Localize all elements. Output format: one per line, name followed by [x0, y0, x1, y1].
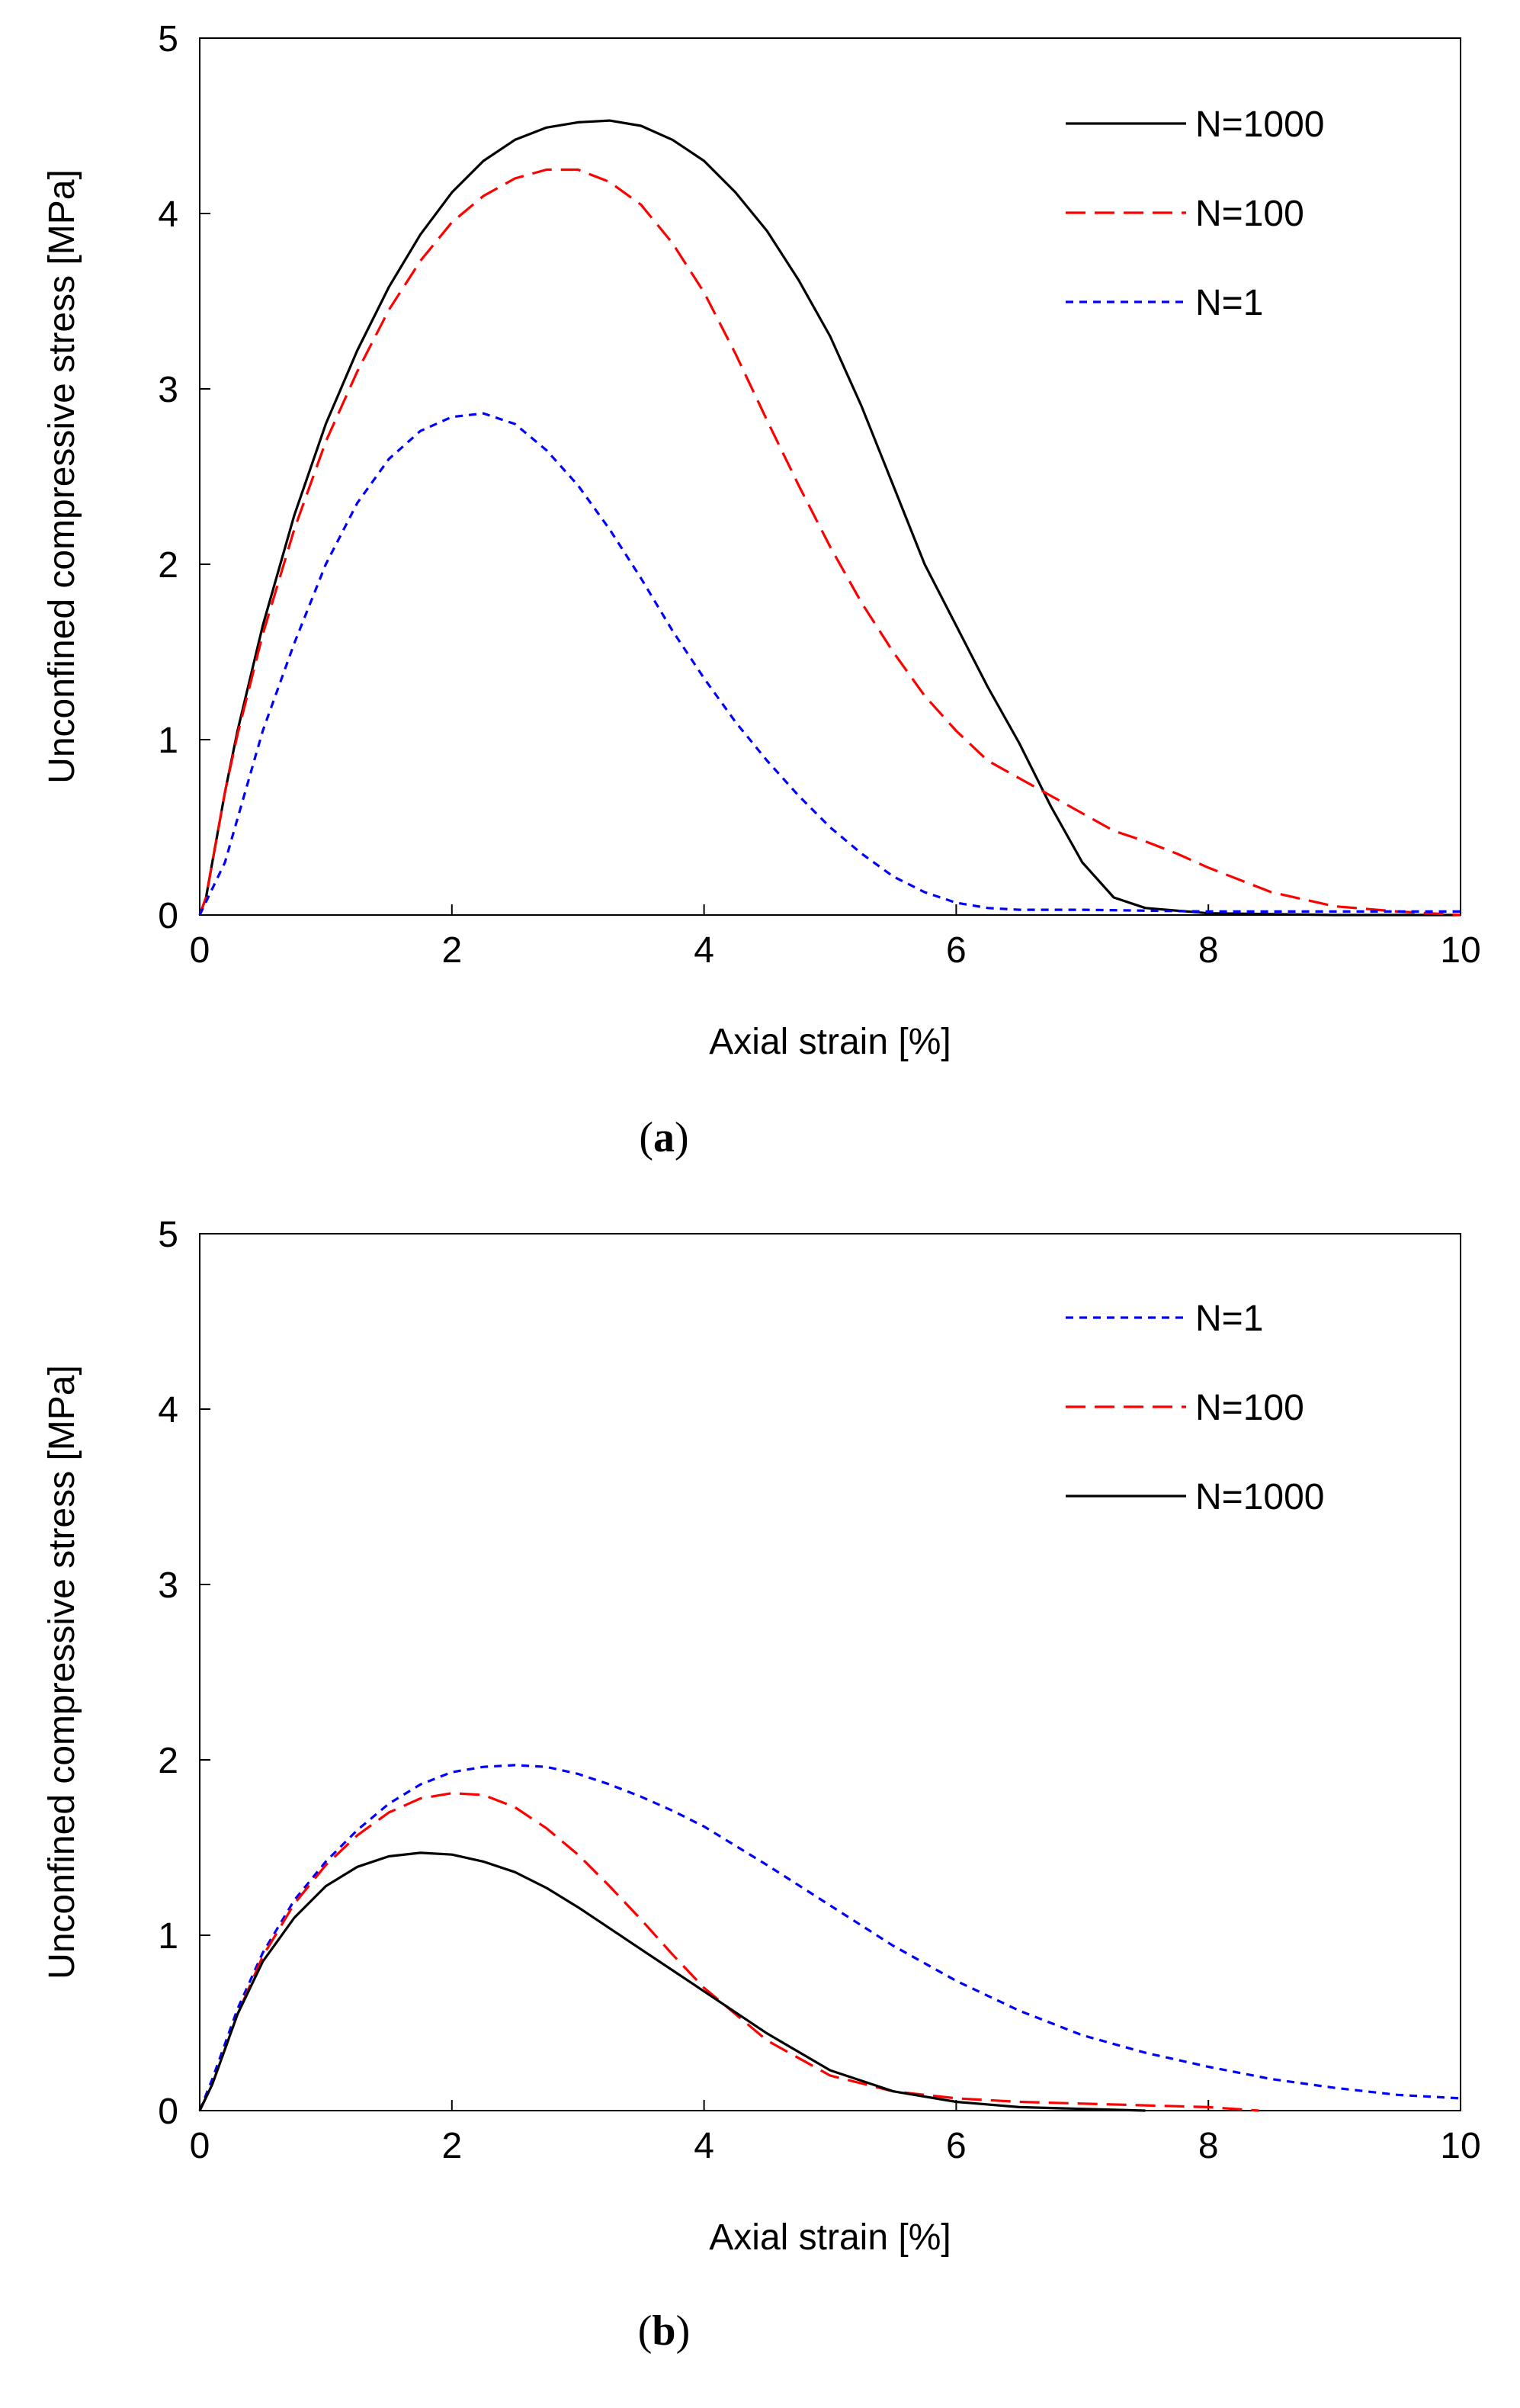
- panel-label-close-paren: ): [676, 2307, 691, 2355]
- x-tick-label: 2: [441, 930, 462, 971]
- series-line-n-1000: [198, 1851, 1146, 2112]
- x-tick-label: 8: [1198, 930, 1219, 971]
- x-tick-label: 6: [946, 2126, 967, 2166]
- x-tick-label: 10: [1440, 2126, 1480, 2166]
- y-tick-label: 4: [158, 1390, 178, 1430]
- panel-label-letter: b: [652, 2307, 675, 2355]
- y-tick-label: 2: [158, 1741, 178, 1781]
- y-axis-title: Unconfined compressive stress [MPa]: [42, 169, 82, 784]
- x-tick-label: 4: [694, 930, 714, 971]
- x-tick-label: 10: [1440, 930, 1480, 971]
- x-tick-label: 2: [441, 2126, 462, 2166]
- x-tick-label: 6: [946, 930, 967, 971]
- y-tick-label: 0: [158, 896, 178, 936]
- panel-label-close-paren: ): [675, 1114, 689, 1161]
- panel-label-letter: a: [653, 1114, 675, 1161]
- chart-panel-a: 0 2 4 6 8 10 0 1 2 3 4 5 Axial strain [%] Unconfined …: [42, 19, 1481, 1161]
- legend-entry-label: N=100: [1195, 194, 1304, 234]
- y-tick-label: 3: [158, 370, 178, 410]
- series-line-n-1000: [198, 119, 1461, 917]
- plot-frame: [199, 37, 1461, 916]
- panel-label-open-paren: (: [639, 1114, 653, 1161]
- y-tick-label: 5: [158, 19, 178, 59]
- series-line-n-1: [198, 1764, 1461, 2111]
- y-tick-label: 2: [158, 545, 178, 586]
- series-line-n-100: [198, 168, 1461, 917]
- x-axis-title: Axial strain [%]: [709, 1022, 951, 1062]
- panel-label: (a): [639, 1114, 688, 1161]
- series-line-n-1: [198, 412, 1461, 916]
- y-tick-label: 0: [158, 2092, 178, 2132]
- y-tick-label: 3: [158, 1565, 178, 1606]
- panel-label: (b): [638, 2307, 690, 2355]
- x-tick-label: 4: [694, 2126, 714, 2166]
- legend-entry-label: N=1: [1195, 283, 1263, 323]
- y-tick-label: 4: [158, 194, 178, 235]
- panel-label-open-paren: (: [638, 2307, 653, 2355]
- y-axis-title: Unconfined compressive stress [MPa]: [42, 1365, 82, 1979]
- plot-frame: [199, 1233, 1461, 2111]
- legend-entry-label: N=1000: [1195, 104, 1324, 145]
- legend-entry-label: N=1000: [1195, 1477, 1324, 1517]
- y-tick-label: 5: [158, 1215, 178, 1255]
- y-tick-label: 1: [158, 1916, 178, 1957]
- series-line-n-100: [198, 1792, 1259, 2112]
- x-axis-title: Axial strain [%]: [709, 2217, 951, 2258]
- legend-entry-label: N=100: [1195, 1388, 1304, 1428]
- x-tick-label: 0: [190, 2126, 210, 2166]
- chart-panel-b: 0 2 4 6 8 10 0 1 2 3 4 5 Axial strain [%] Unconfined …: [42, 1215, 1481, 2355]
- legend-entry-label: N=1: [1195, 1299, 1263, 1339]
- x-tick-label: 0: [190, 930, 210, 971]
- x-tick-label: 8: [1198, 2126, 1219, 2166]
- y-tick-label: 1: [158, 721, 178, 761]
